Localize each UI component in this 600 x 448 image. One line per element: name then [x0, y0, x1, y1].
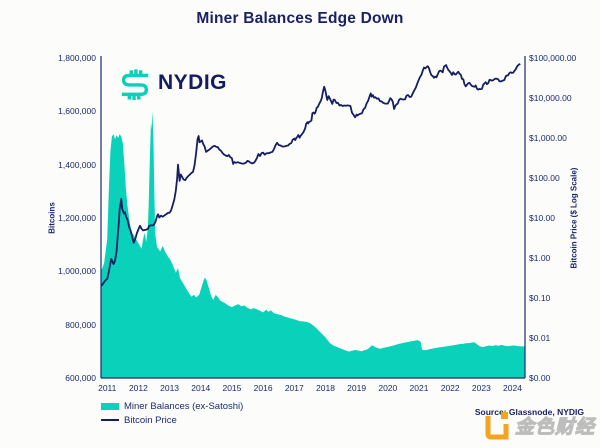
x-axis-tick-label: 2020	[378, 383, 398, 393]
x-axis-tick-label: 2019	[347, 383, 367, 393]
y-right-tick-label: $10.00	[529, 213, 555, 223]
x-axis-tick-label: 2015	[222, 383, 242, 393]
nydig-logo-text: NYDIG	[158, 71, 228, 94]
y-left-tick-label: 1,800,000	[58, 53, 96, 63]
x-axis-tick-label: 2017	[284, 383, 304, 393]
right-axis-title: Bitcoin Price ($ Log Scale)	[569, 167, 579, 269]
nydig-logo: NYDIG	[118, 66, 227, 100]
x-axis-tick-label: 2016	[253, 383, 273, 393]
x-axis-tick-label: 2012	[128, 383, 148, 393]
jinse-watermark-text: 金色财经	[514, 417, 596, 439]
chart-legend: Miner Balances (ex-Satoshi) Bitcoin Pric…	[101, 399, 243, 427]
y-right-tick-label: $100.00	[529, 173, 560, 183]
y-left-tick-label: 1,000,000	[58, 266, 96, 277]
left-axis-title: Bitcoins	[47, 202, 57, 234]
x-axis-tick-label: 2022	[440, 383, 460, 393]
jinse-watermark: 金色财经	[484, 406, 595, 442]
y-right-tick-label: $0.00	[529, 373, 551, 383]
y-right-tick-label: $1,000.00	[529, 133, 567, 143]
legend-item-miner-balances: Miner Balances (ex-Satoshi)	[101, 399, 243, 413]
x-axis-tick-label: 2011	[98, 383, 117, 393]
jinse-logo-dot	[501, 412, 508, 419]
y-right-tick-label: $10,000.00	[529, 93, 572, 103]
y-left-tick-label: 1,400,000	[58, 159, 96, 170]
y-left-tick-label: 1,200,000	[58, 213, 96, 223]
legend-label: Miner Balances (ex-Satoshi)	[124, 400, 244, 412]
x-axis-tick-label: 2014	[191, 383, 211, 393]
x-axis-tick-label: 2018	[316, 383, 335, 393]
x-axis-tick-label: 2023	[471, 383, 491, 393]
bitcoin-price-line	[100, 63, 521, 287]
source-credit: Source: Glassnode, NYDIG	[474, 407, 584, 417]
y-left-tick-label: 800,000	[65, 319, 96, 330]
legend-item-bitcoin-price: Bitcoin Price	[101, 413, 243, 427]
legend-label: Bitcoin Price	[124, 414, 177, 426]
x-axis-tick-label: 2024	[503, 383, 522, 393]
chart-title: Miner Balances Edge Down	[196, 10, 404, 27]
y-right-tick-label: $0.01	[529, 333, 551, 343]
bitcoin-price-swatch	[101, 418, 119, 422]
y-left-tick-label: 600,000	[65, 373, 96, 383]
y-right-tick-label: $100,000.00	[529, 53, 577, 63]
jinse-logo-icon	[485, 412, 509, 440]
y-right-tick-label: $1.00	[529, 253, 551, 263]
miner-balances-swatch	[101, 402, 119, 410]
y-left-tick-label: 1,600,000	[58, 106, 96, 117]
x-axis-tick-label: 2021	[409, 383, 429, 393]
nydig-logo-icon	[121, 69, 149, 100]
y-right-tick-label: $0.10	[529, 293, 551, 303]
x-axis-tick-label: 2013	[160, 383, 180, 393]
miner-balances-area	[101, 111, 525, 379]
